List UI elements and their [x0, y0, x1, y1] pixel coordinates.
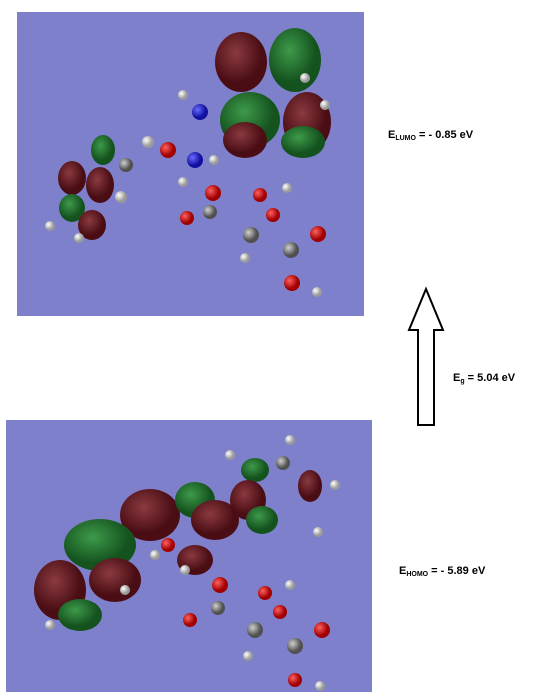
- energy-gap-arrow: [409, 289, 443, 425]
- label-part: = - 5.89 eV: [428, 565, 486, 577]
- label-part: E: [399, 565, 406, 577]
- homo-label: EHOMO = - 5.89 eV: [399, 565, 486, 578]
- label-part: LUMO: [395, 135, 416, 142]
- label-part: HOMO: [406, 571, 428, 578]
- lumo-label: ELUMO = - 0.85 eV: [388, 129, 474, 142]
- label-part: E: [388, 129, 395, 141]
- label-part: = 5.04 eV: [465, 372, 516, 384]
- figure: ELUMO = - 0.85 eV Eg = 5.04 eV EHOMO = -…: [0, 0, 552, 697]
- page: ELUMO = - 0.85 eV Eg = 5.04 eV EHOMO = -…: [0, 0, 552, 697]
- label-part: = - 0.85 eV: [416, 129, 474, 141]
- gap-label: Eg = 5.04 eV: [453, 372, 516, 385]
- lumo-panel: [17, 12, 364, 316]
- homo-panel: [6, 420, 372, 692]
- label-part: E: [453, 372, 460, 384]
